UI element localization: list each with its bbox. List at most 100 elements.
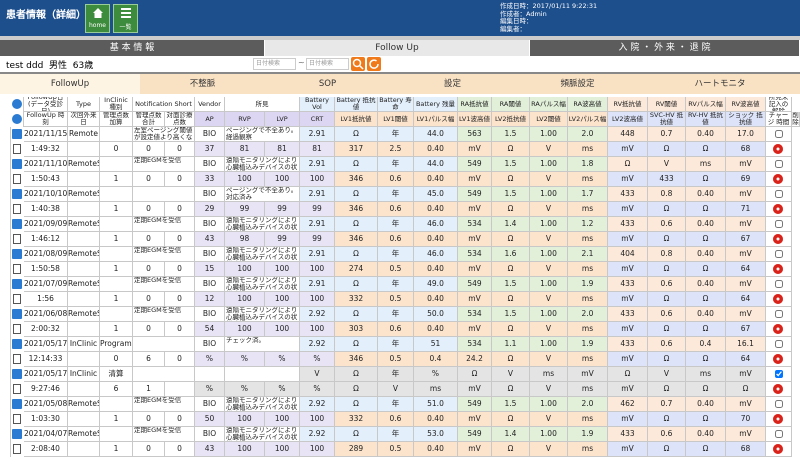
data-cell: 0.4 <box>686 337 726 352</box>
data-cell: 289 <box>335 442 378 457</box>
data-cell <box>100 187 133 202</box>
checkbox[interactable] <box>774 220 783 228</box>
data-cell: BIO <box>195 217 225 232</box>
data-cell: 0 <box>165 352 195 367</box>
data-cell: V <box>492 367 530 382</box>
data-cell: 71 <box>726 202 766 217</box>
doc-icon[interactable] <box>13 144 21 154</box>
checkbox[interactable] <box>774 310 783 318</box>
header-cell: LV1抵抗値 <box>335 112 378 127</box>
data-cell: % <box>265 352 300 367</box>
gear-icon[interactable] <box>12 99 22 109</box>
sub-tab[interactable]: 設定 <box>390 74 516 94</box>
delete-button[interactable] <box>773 174 783 184</box>
checkbox[interactable] <box>774 370 783 378</box>
delete-button[interactable] <box>773 324 783 334</box>
data-cell: 2021/05/17 <box>24 337 68 352</box>
data-cell: BIO <box>195 127 225 142</box>
data-cell: 100 <box>265 292 300 307</box>
edit-icon[interactable] <box>12 279 22 289</box>
edit-icon[interactable] <box>12 429 22 439</box>
edit-icon[interactable] <box>12 399 22 409</box>
checkbox[interactable] <box>774 280 783 288</box>
nav-icon[interactable] <box>93 8 103 18</box>
delete-button[interactable] <box>773 294 783 304</box>
gear-icon[interactable] <box>12 114 22 124</box>
sub-tab[interactable]: FollowUp <box>0 74 141 94</box>
data-cell <box>133 187 195 202</box>
checkbox[interactable] <box>774 430 783 438</box>
checkbox[interactable] <box>774 400 783 408</box>
data-cell: 433 <box>608 277 648 292</box>
data-cell: mV <box>608 202 648 217</box>
data-cell: 68 <box>726 142 766 157</box>
header-cell: LV2閾値 <box>530 112 568 127</box>
edit-icon[interactable] <box>12 249 22 259</box>
data-cell: 0.6 <box>378 322 414 337</box>
data-cell: 2021/04/07 <box>24 427 68 442</box>
edit-icon[interactable] <box>12 129 22 139</box>
data-cell: 0.40 <box>686 127 726 142</box>
checkbox[interactable] <box>774 250 783 258</box>
delete-button[interactable] <box>773 204 783 214</box>
checkbox[interactable] <box>774 160 783 168</box>
edit-icon[interactable] <box>12 219 22 229</box>
main-tab[interactable]: 基 本 情 報 <box>0 40 264 56</box>
doc-icon[interactable] <box>13 324 21 334</box>
doc-icon[interactable] <box>13 294 21 304</box>
data-cell: 年 <box>378 157 414 172</box>
data-cell: 0.40 <box>414 292 458 307</box>
doc-icon[interactable] <box>13 414 21 424</box>
doc-icon[interactable] <box>13 354 21 364</box>
nav-label[interactable]: 一覧 <box>119 24 132 31</box>
doc-icon[interactable] <box>13 264 21 274</box>
edit-icon[interactable] <box>12 369 22 379</box>
search-buttons[interactable] <box>351 57 381 71</box>
delete-button[interactable] <box>773 264 783 274</box>
checkbox[interactable] <box>774 130 783 138</box>
data-cell: 2.0 <box>568 397 608 412</box>
checkbox[interactable] <box>774 340 783 348</box>
data-cell: 0 <box>133 292 165 307</box>
delete-button[interactable] <box>773 234 783 244</box>
nav-icon[interactable] <box>121 8 131 18</box>
data-cell: Ω <box>648 352 686 367</box>
edit-icon[interactable] <box>12 339 22 349</box>
sub-tab[interactable]: 不整脈 <box>140 74 266 94</box>
data-cell: V <box>530 292 568 307</box>
data-cell: ページングで不全あり。対応済み <box>225 187 300 202</box>
data-cell: 定期EGMを受信 <box>133 217 195 232</box>
checkbox[interactable] <box>774 190 783 198</box>
delete-button[interactable] <box>773 384 783 394</box>
data-cell: 563 <box>458 127 492 142</box>
doc-icon[interactable] <box>13 384 21 394</box>
sub-tab[interactable]: SOP <box>265 74 391 94</box>
main-tab[interactable]: 入 院 ・ 外 来 ・ 退 院 <box>530 40 799 56</box>
doc-icon[interactable] <box>13 444 21 454</box>
delete-button[interactable] <box>773 444 783 454</box>
edit-icon[interactable] <box>12 159 22 169</box>
edit-icon[interactable] <box>12 189 22 199</box>
nav-label[interactable]: home <box>88 22 106 29</box>
doc-icon[interactable] <box>13 174 21 184</box>
delete-button[interactable] <box>773 354 783 364</box>
main-tab[interactable]: Follow Up <box>265 40 529 56</box>
sub-tab[interactable]: 頻脈設定 <box>515 74 641 94</box>
date-from[interactable]: 日付検索 <box>253 58 296 70</box>
data-cell: Ω <box>492 412 530 427</box>
data-cell: 1.00 <box>530 157 568 172</box>
data-cell: BIO <box>195 337 225 352</box>
sub-tab[interactable]: ハートモニタ <box>640 74 800 94</box>
meta-line: 作成者：Admin <box>500 9 547 18</box>
header-cell: FollowUp 時刻 <box>24 112 68 127</box>
doc-icon[interactable] <box>13 204 21 214</box>
header-cell: LV1波高値 <box>458 112 492 127</box>
data-cell <box>100 427 133 442</box>
data-cell <box>133 367 195 382</box>
date-to[interactable]: 日付検索 <box>306 58 349 70</box>
delete-button[interactable] <box>773 414 783 424</box>
delete-button[interactable] <box>773 144 783 154</box>
data-cell: BIO <box>195 397 225 412</box>
doc-icon[interactable] <box>13 234 21 244</box>
edit-icon[interactable] <box>12 309 22 319</box>
